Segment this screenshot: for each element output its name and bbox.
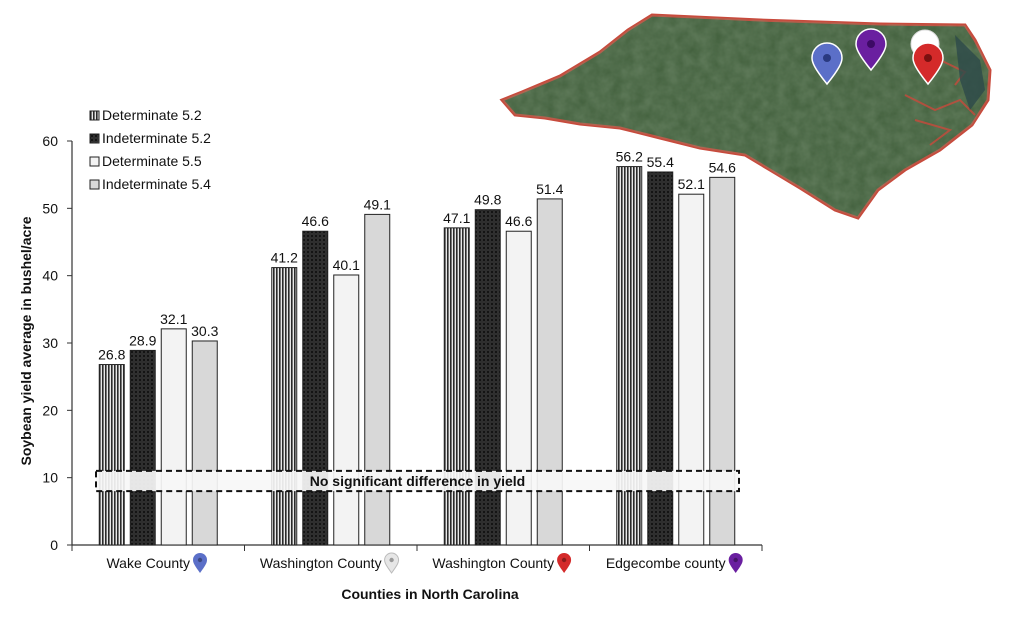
legend-label: Indeterminate 5.2 <box>102 130 211 146</box>
data-label: 54.6 <box>709 159 736 175</box>
map-pin-icon <box>384 552 400 574</box>
legend-swatch <box>89 110 100 121</box>
data-label: 41.2 <box>271 250 298 266</box>
bar <box>678 193 705 546</box>
map-pin-icon <box>193 553 208 573</box>
data-label: 40.1 <box>333 257 360 273</box>
data-label: 46.6 <box>505 213 532 229</box>
y-tick-label: 10 <box>42 470 58 486</box>
legend-label: Indeterminate 5.4 <box>102 176 211 192</box>
y-tick-label: 50 <box>42 200 58 216</box>
map-pin-icon <box>557 553 572 573</box>
bar <box>160 328 187 546</box>
data-label: 56.2 <box>616 149 643 165</box>
data-label: 32.1 <box>160 311 187 327</box>
legend-swatch <box>89 133 100 144</box>
y-tick-label: 30 <box>42 335 58 351</box>
bar <box>302 230 329 546</box>
category-label: Washington County <box>432 555 554 571</box>
data-label: 46.6 <box>302 213 329 229</box>
y-tick-label: 40 <box>42 268 58 284</box>
bar <box>129 349 156 546</box>
y-axis-title: Soybean yield average in bushel/acre <box>18 216 34 465</box>
category-label: Edgecombe county <box>606 555 726 571</box>
map-marker-wake <box>811 42 843 86</box>
category-label: Washington County <box>260 555 382 571</box>
bar <box>443 227 470 546</box>
legend-swatch <box>89 179 100 190</box>
bar <box>191 340 218 546</box>
category-label: Wake County <box>106 555 190 571</box>
bar <box>364 213 391 546</box>
x-axis-title: Counties in North Carolina <box>341 586 519 602</box>
data-label: 55.4 <box>647 154 674 170</box>
data-label: 30.3 <box>191 323 218 339</box>
bar <box>98 364 125 546</box>
annotation-text: No significant difference in yield <box>310 473 525 489</box>
data-label: 51.4 <box>536 181 563 197</box>
legend-label: Determinate 5.5 <box>102 153 202 169</box>
data-label: 47.1 <box>443 210 470 226</box>
map-pin-icon <box>728 553 743 573</box>
y-tick-label: 0 <box>50 537 58 553</box>
legend-swatch <box>89 156 100 167</box>
data-label: 52.1 <box>678 176 705 192</box>
annotation-box <box>95 469 740 493</box>
bar <box>505 230 532 546</box>
data-label: 49.1 <box>364 196 391 212</box>
data-label: 49.8 <box>474 192 501 208</box>
bar <box>474 209 501 546</box>
data-label: 28.9 <box>129 332 156 348</box>
data-label: 26.8 <box>98 347 125 363</box>
bar <box>333 274 360 546</box>
map-marker-washington-red <box>912 42 944 86</box>
y-tick-label: 20 <box>42 402 58 418</box>
bar <box>271 267 298 546</box>
bar <box>536 198 563 546</box>
map-marker-edgecombe <box>855 28 887 72</box>
legend: Determinate 5.2 Indeterminate 5.2 Determin… <box>89 107 211 192</box>
y-tick-label: 60 <box>42 133 58 149</box>
legend-label: Determinate 5.2 <box>102 107 202 123</box>
